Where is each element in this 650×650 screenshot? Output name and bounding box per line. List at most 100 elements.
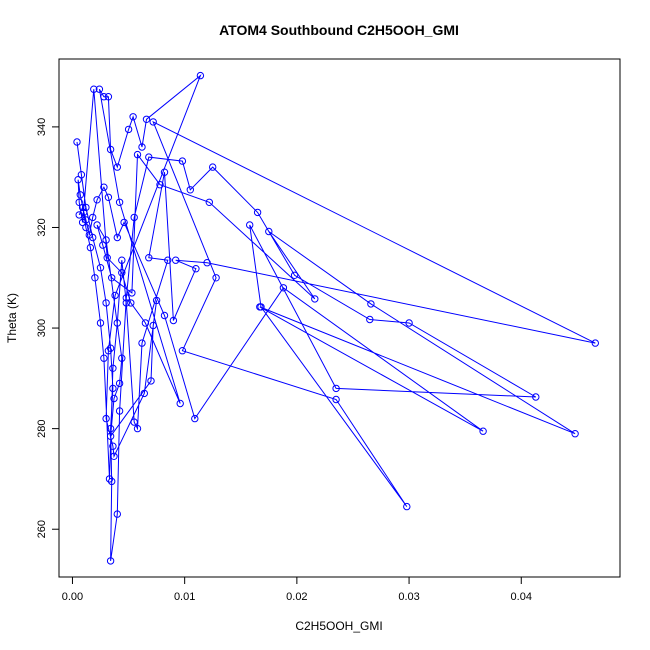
data-point [140, 389, 149, 398]
chart-title: ATOM4 Southbound C2H5OOH_GMI [219, 22, 459, 38]
data-point [113, 510, 122, 518]
data-point [93, 221, 101, 229]
data-point [142, 115, 151, 124]
data-point [99, 241, 107, 249]
y-tick-label: 320 [36, 218, 48, 236]
data-point [156, 181, 164, 189]
y-axis-label: Theta (K) [5, 293, 19, 343]
data-point [332, 384, 340, 393]
data-point [311, 295, 319, 303]
data-point [105, 475, 114, 483]
data-point [160, 168, 169, 176]
data-point [106, 424, 115, 433]
data-point [109, 384, 117, 393]
x-tick-label: 0.02 [286, 591, 307, 603]
data-point [73, 138, 81, 146]
y-tick-label: 260 [36, 520, 48, 538]
data-point [332, 395, 340, 404]
data-point [118, 354, 126, 362]
data-point [106, 432, 115, 440]
data-point [367, 300, 375, 308]
data-point [102, 236, 110, 244]
x-tick-label: 0.03 [398, 591, 419, 603]
data-point [152, 296, 161, 305]
data-point [122, 299, 131, 307]
data-point [100, 354, 108, 362]
data-point [147, 377, 155, 385]
data-point [113, 319, 122, 327]
data-point [192, 265, 200, 273]
data-point [115, 198, 124, 207]
data-point [77, 171, 86, 179]
data-point [82, 216, 90, 224]
data-point [591, 339, 599, 347]
data-point [265, 227, 273, 236]
data-point [279, 284, 288, 292]
data-point [133, 424, 142, 433]
data-point [209, 163, 217, 171]
data-point [106, 344, 115, 352]
data-point [405, 319, 413, 327]
data-point [118, 256, 126, 264]
data-point [106, 145, 115, 154]
data-point [212, 274, 220, 282]
x-tick-label: 0.01 [174, 591, 195, 603]
data-point [82, 223, 90, 232]
data-point [74, 176, 82, 184]
data-point [290, 271, 299, 279]
data-point [176, 399, 184, 408]
x-axis-label: C2H5OOH_GMI [295, 619, 382, 633]
data-point [532, 393, 540, 401]
series-layer [73, 71, 599, 565]
data-point [110, 452, 118, 460]
data-point [90, 85, 98, 93]
data-point [75, 211, 83, 219]
data-point [203, 259, 211, 267]
data-point [75, 198, 83, 207]
data-point [93, 196, 101, 204]
data-point [403, 502, 411, 511]
data-point [95, 85, 104, 93]
data-point [178, 157, 187, 165]
data-point [100, 183, 108, 191]
data-point [109, 364, 117, 372]
data-point [113, 233, 122, 242]
data-point [479, 427, 487, 435]
data-point [366, 315, 374, 324]
data-point [102, 414, 110, 423]
data-point [149, 118, 157, 126]
data-point [103, 254, 111, 262]
data-point [104, 93, 113, 101]
data-point [82, 203, 90, 212]
data-point [160, 311, 169, 320]
y-tick-label: 280 [36, 419, 48, 437]
data-point [124, 125, 133, 134]
x-axis: 0.00 0.01 0.02 0.03 0.04 [62, 576, 532, 603]
data-point [149, 321, 157, 330]
data-point [178, 347, 187, 355]
data-point [109, 442, 117, 450]
data-point [246, 221, 254, 229]
data-point [78, 203, 87, 212]
data-point [191, 414, 199, 423]
plot-frame [58, 58, 621, 578]
data-point [130, 418, 138, 426]
data-point [571, 430, 579, 438]
data-point [196, 71, 205, 80]
data-point [104, 193, 113, 202]
data-point [111, 291, 119, 300]
data-point [186, 186, 195, 194]
data-point [96, 319, 105, 327]
data-point [85, 231, 94, 239]
data-point [120, 218, 128, 227]
y-axis: 260 280 300 320 340 [36, 118, 60, 538]
data-point [108, 274, 116, 282]
data-point [138, 339, 146, 347]
data-point [128, 289, 136, 297]
data-point [145, 153, 153, 161]
data-point [133, 150, 142, 159]
data-point [205, 198, 214, 207]
data-point [138, 143, 146, 151]
data-point [86, 243, 95, 252]
data-point [102, 299, 110, 307]
